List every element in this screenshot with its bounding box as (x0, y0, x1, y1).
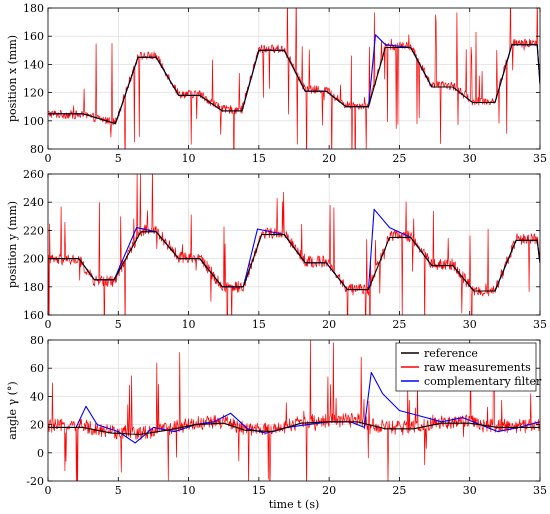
x-axis-label: time t (s) (269, 498, 320, 511)
y-tick-label: 220 (23, 224, 44, 237)
plot-area (48, 340, 540, 481)
y-tick-label: 40 (30, 390, 44, 403)
y-tick-label: 180 (23, 281, 44, 294)
series-line-complementary-filter (48, 371, 540, 444)
y-tick-label: 200 (23, 253, 44, 266)
x-tick-label: 35 (533, 318, 547, 331)
x-tick-label: 15 (252, 484, 266, 497)
series-line-raw-measurements (48, 8, 540, 149)
y-tick-label: 0 (37, 447, 44, 460)
chart-panel-1: 0 5 10 15 20 25 30 35 80 100 120 140 160 180 position … (6, 2, 547, 165)
y-axis-label: angle γ (°) (6, 381, 19, 439)
x-tick-label: 25 (392, 318, 406, 331)
x-tick-label: 20 (322, 152, 336, 165)
x-tick-label: 20 (322, 318, 336, 331)
x-tick-label: 5 (115, 484, 122, 497)
x-tick-label: 30 (463, 152, 477, 165)
plot-area (48, 8, 540, 149)
y-axis-label: position x (mm) (6, 35, 19, 122)
gridlines (47, 173, 541, 316)
plot-area (48, 174, 540, 315)
y-tick-label: 160 (23, 309, 44, 322)
axes-frame (47, 7, 541, 150)
x-tick-label: 10 (182, 484, 196, 497)
y-axis-label: position y (mm) (6, 201, 19, 288)
y-tick-label: 20 (30, 419, 44, 432)
x-tick-label: 5 (115, 318, 122, 331)
x-tick-label: 5 (115, 152, 122, 165)
y-tick-label: 80 (30, 334, 44, 347)
y-tick-label: 120 (23, 87, 44, 100)
axes-frame (47, 173, 541, 316)
series-line-reference (48, 421, 540, 436)
legend-box (395, 342, 537, 392)
y-tick-label: -20 (26, 475, 44, 488)
y-tick-label: 100 (23, 115, 44, 128)
x-tick-label: 10 (182, 318, 196, 331)
y-tick-label: 260 (23, 168, 44, 181)
x-tick-label: 30 (463, 318, 477, 331)
y-tick-label: 60 (30, 362, 44, 375)
x-tick-label: 35 (533, 484, 547, 497)
legend-label: raw measurements (424, 361, 531, 374)
x-tick-label: 0 (45, 484, 52, 497)
y-tick-label: 180 (23, 2, 44, 15)
series-line-reference (48, 231, 540, 292)
x-tick-label: 15 (252, 318, 266, 331)
x-tick-label: 0 (45, 318, 52, 331)
x-tick-label: 35 (533, 152, 547, 165)
axes-frame (47, 339, 541, 482)
x-tick-label: 30 (463, 484, 477, 497)
x-tick-label: 15 (252, 152, 266, 165)
series-line-reference (48, 44, 540, 125)
legend-label: complementary filter (424, 375, 542, 388)
chart-panel-2: 0 5 10 15 20 25 30 35 160 180 200 220 240 260 position… (6, 168, 547, 331)
x-tick-label: 20 (322, 484, 336, 497)
series-line-complementary-filter (48, 208, 540, 292)
y-tick-label: 240 (23, 196, 44, 209)
x-tick-label: 25 (392, 484, 406, 497)
x-tick-label: 10 (182, 152, 196, 165)
x-tick-label: 25 (392, 152, 406, 165)
legend-label: reference (424, 347, 478, 360)
y-tick-label: 140 (23, 58, 44, 71)
y-tick-label: 80 (30, 143, 44, 156)
y-tick-label: 160 (23, 30, 44, 43)
x-tick-label: 0 (45, 152, 52, 165)
